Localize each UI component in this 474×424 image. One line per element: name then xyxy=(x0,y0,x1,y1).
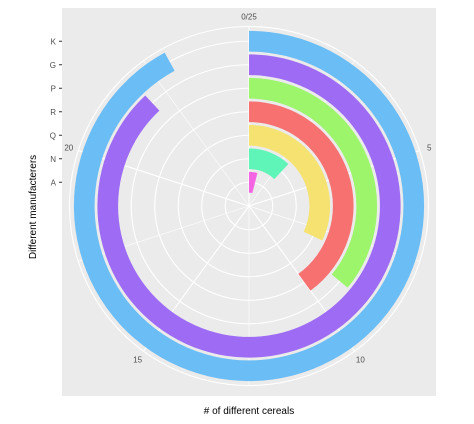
y-tick-label: K xyxy=(51,37,57,46)
x-axis-title: # of different cereals xyxy=(204,406,294,417)
y-tick-label: Q xyxy=(50,131,56,140)
bar-R xyxy=(249,101,354,291)
y-tick-label: N xyxy=(50,155,56,164)
y-tick-label: P xyxy=(51,84,56,93)
bar-A xyxy=(249,171,258,194)
y-tick-label: G xyxy=(50,61,56,70)
bar-P xyxy=(249,77,378,288)
x-tick-label: 10 xyxy=(356,355,365,364)
bar-Q xyxy=(249,124,331,241)
bar-N xyxy=(249,148,289,180)
x-tick-labels: 0/25 5 10 15 20 xyxy=(64,13,432,365)
y-tick-label: A xyxy=(51,178,57,187)
x-tick-label: 0/25 xyxy=(241,13,257,22)
bars xyxy=(73,30,425,382)
x-tick-label: 5 xyxy=(427,143,432,152)
y-axis: K G P R Q N A xyxy=(50,37,62,187)
grid-spoke xyxy=(143,60,250,207)
y-tick-label: R xyxy=(50,108,56,117)
y-axis-title: Different manufacterers xyxy=(28,155,39,259)
x-tick-label: 20 xyxy=(64,143,73,152)
x-tick-label: 15 xyxy=(133,355,142,364)
